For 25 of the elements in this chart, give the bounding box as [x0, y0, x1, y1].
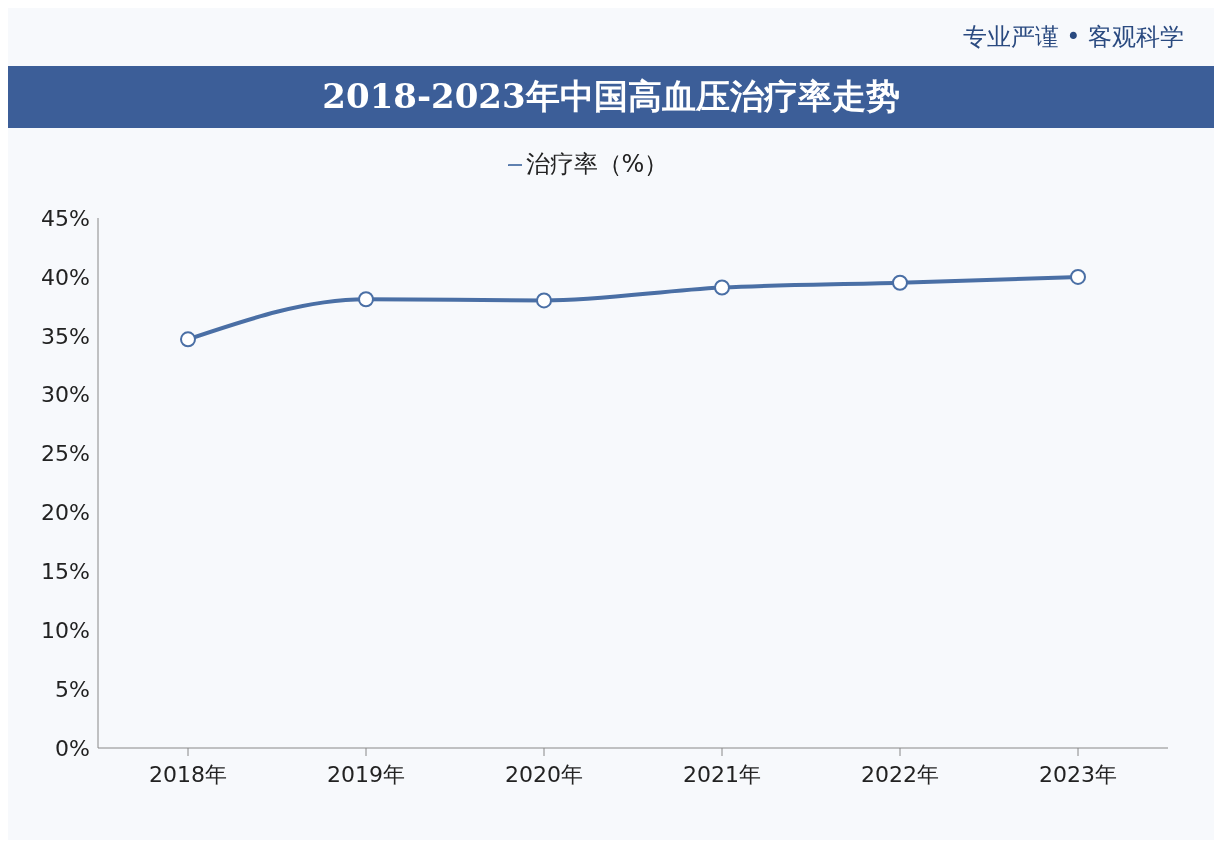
- x-tick-label: 2018年: [149, 761, 227, 787]
- y-tick-label: 45%: [41, 205, 90, 231]
- y-tick-label: 5%: [55, 676, 90, 702]
- point: [1070, 268, 1086, 285]
- point: [358, 291, 374, 308]
- point: [180, 331, 196, 348]
- y-tick-label: 20%: [41, 500, 90, 526]
- point: [714, 279, 730, 296]
- y-tick-label: 10%: [41, 618, 90, 644]
- x-tick-label: 2019年: [327, 761, 405, 787]
- x-tick-label: 2020年: [505, 761, 583, 787]
- x-tick-label: 2021年: [683, 761, 761, 787]
- x-tick-label: 2022年: [861, 761, 939, 787]
- chart-title: 2018-2023年中国高血压治疗率走势: [8, 66, 1214, 128]
- y-tick-label: 0%: [55, 735, 90, 761]
- point: [536, 292, 552, 309]
- legend-label: 治疗率（%）: [525, 150, 669, 178]
- point: [892, 274, 908, 291]
- y-tick-label: 40%: [41, 264, 90, 290]
- y-tick-label: 25%: [41, 441, 90, 467]
- x-tick-label: 2023年: [1039, 761, 1117, 787]
- text: 专业严谨 • 客观科学: [962, 22, 1184, 53]
- y-tick-label: 35%: [41, 323, 90, 349]
- y-tick-label: 30%: [41, 382, 90, 408]
- y-tick-label: 15%: [41, 559, 90, 585]
